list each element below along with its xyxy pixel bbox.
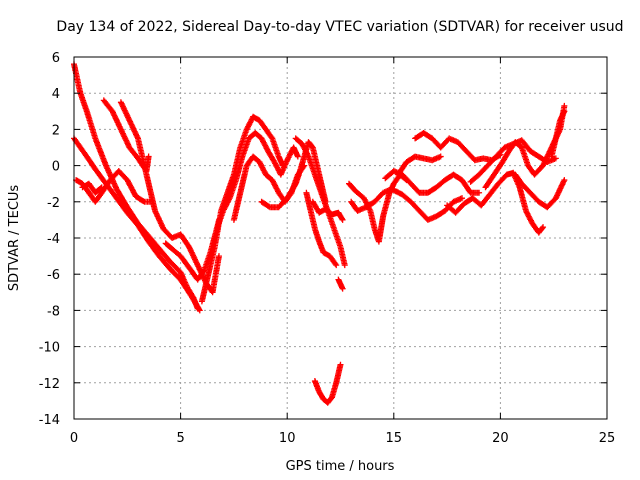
y-tick-label: -4 <box>47 232 60 247</box>
y-tick-label: -10 <box>39 341 60 356</box>
plus-markers <box>548 108 568 160</box>
series-track-16 <box>311 361 344 406</box>
axis-ticks: 0 5 10 15 20 25 -14 -12 -10 -8 -6 -4 -2 0 2 4 6 <box>39 51 616 446</box>
plus-markers <box>395 153 444 178</box>
x-tick-label: 25 <box>599 431 616 446</box>
series-track-22 <box>444 169 547 236</box>
y-tick-label: -14 <box>39 413 60 428</box>
series-track-9 <box>213 130 301 232</box>
plus-markers <box>303 189 340 269</box>
x-tick-label: 15 <box>386 431 403 446</box>
plus-markers <box>309 198 346 223</box>
plus-markers <box>79 180 105 196</box>
x-axis-label: GPS time / hours <box>286 459 395 474</box>
series-track-25 <box>512 171 568 211</box>
plus-markers <box>512 171 568 211</box>
data-markers <box>71 61 568 406</box>
y-tick-label: 4 <box>52 87 60 102</box>
series-track-20 <box>395 153 444 178</box>
series-track-6 <box>79 180 105 196</box>
y-tick-label: 0 <box>52 160 60 175</box>
y-tick-label: 2 <box>52 123 60 138</box>
y-tick-label: -2 <box>47 196 60 211</box>
series-track-19 <box>382 168 483 196</box>
series-track-14 <box>309 198 346 223</box>
series-track-15 <box>335 276 346 292</box>
x-tick-label: 5 <box>176 431 184 446</box>
plus-markers <box>213 130 301 232</box>
plus-markers <box>311 361 344 406</box>
grid <box>74 57 607 419</box>
x-tick-label: 10 <box>279 431 296 446</box>
y-tick-label: 6 <box>52 51 60 66</box>
plus-markers <box>444 169 547 236</box>
plus-markers <box>382 168 483 196</box>
series-track-13 <box>303 189 340 269</box>
x-tick-label: 20 <box>492 431 509 446</box>
series-track-26 <box>548 108 568 160</box>
x-tick-label: 0 <box>70 431 78 446</box>
y-axis-label: SDTVAR / TECUs <box>7 185 22 292</box>
y-tick-label: -12 <box>39 377 60 392</box>
chart-title: Day 134 of 2022, Sidereal Day-to-day VTE… <box>56 19 623 35</box>
y-tick-label: -8 <box>47 304 60 319</box>
y-tick-label: -6 <box>47 268 60 283</box>
plus-markers <box>335 276 346 292</box>
